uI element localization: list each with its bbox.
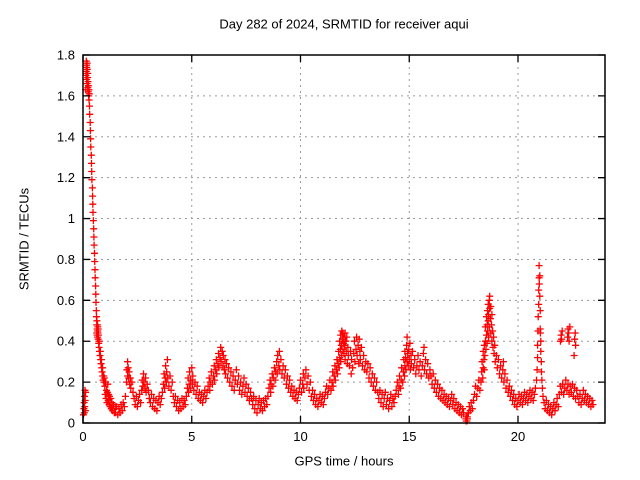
plot-border xyxy=(82,54,606,424)
y-axis-label: SRMTID / TECUs xyxy=(16,187,32,291)
x-tick-label: 15 xyxy=(402,429,416,444)
y-tick-label: 1 xyxy=(68,211,75,226)
x-tick-label: 10 xyxy=(293,429,307,444)
data-points-SRMTID xyxy=(79,57,597,425)
y-tick-label: 0.2 xyxy=(57,375,75,390)
y-tick-label: 0 xyxy=(68,416,75,431)
y-tick-label: 1.8 xyxy=(57,48,75,63)
y-tick-label: 1.6 xyxy=(57,88,75,103)
x-axis-label: GPS time / hours xyxy=(294,453,394,469)
y-tick-label: 0.4 xyxy=(57,334,75,349)
y-tick-label: 1.2 xyxy=(57,170,75,185)
chart-title: Day 282 of 2024, SRMTID for receiver aqu… xyxy=(219,16,469,32)
x-tick-label: 0 xyxy=(79,429,86,444)
y-tick-label: 0.6 xyxy=(57,293,75,308)
y-tick-label: 0.8 xyxy=(57,252,75,267)
y-tick-label: 1.4 xyxy=(57,129,75,144)
x-tick-label: 5 xyxy=(188,429,195,444)
axis-tick-marks xyxy=(82,54,605,424)
x-tick-label: 20 xyxy=(511,429,525,444)
